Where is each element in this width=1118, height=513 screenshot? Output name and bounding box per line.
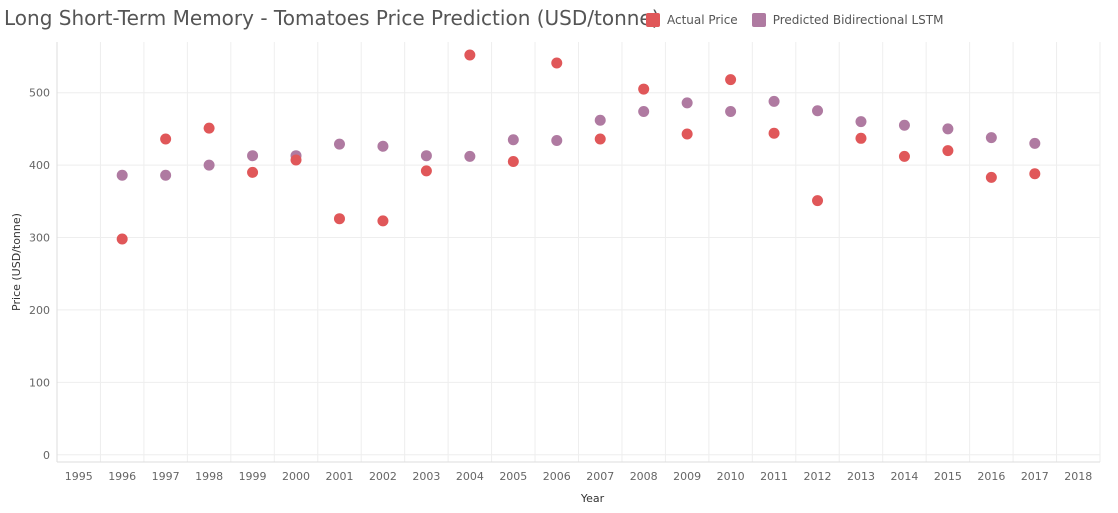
y-tick-label: 500 — [29, 87, 50, 100]
predicted-lstm-point — [160, 169, 172, 181]
actual-price-point — [768, 127, 780, 139]
x-tick-label: 1996 — [108, 470, 136, 483]
x-tick-label: 2018 — [1064, 470, 1092, 483]
legend-label-actual: Actual Price — [667, 13, 738, 27]
predicted-lstm-point — [725, 106, 737, 118]
predicted-lstm-point — [507, 134, 519, 146]
legend-item-predicted[interactable]: Predicted Bidirectional LSTM — [751, 13, 944, 27]
y-tick-label: 0 — [43, 449, 50, 462]
actual-price-point — [942, 145, 954, 157]
predicted-lstm-point — [855, 116, 867, 128]
y-tick-label: 300 — [29, 232, 50, 245]
x-tick-label: 2012 — [804, 470, 832, 483]
actual-price-point — [1029, 168, 1041, 180]
actual-price-point — [638, 83, 650, 95]
x-tick-label: 2011 — [760, 470, 788, 483]
predicted-lstm-point — [681, 97, 693, 109]
x-tick-label: 2005 — [499, 470, 527, 483]
y-tick-label: 200 — [29, 304, 50, 317]
legend-label-predicted: Predicted Bidirectional LSTM — [772, 13, 944, 27]
x-tick-label: 2014 — [890, 470, 918, 483]
x-tick-label: 1998 — [195, 470, 223, 483]
actual-price-point — [160, 133, 172, 145]
actual-price-point — [681, 128, 693, 140]
x-tick-label: 2000 — [282, 470, 310, 483]
y-axis-title: Price (USD/tonne) — [10, 213, 23, 311]
x-axis-title: Year — [580, 492, 605, 505]
x-tick-label: 2009 — [673, 470, 701, 483]
x-tick-label: 2015 — [934, 470, 962, 483]
actual-price-point — [812, 195, 824, 207]
x-tick-label: 1997 — [152, 470, 180, 483]
x-tick-label: 1999 — [239, 470, 267, 483]
actual-price-point — [290, 154, 302, 166]
x-tick-label: 2013 — [847, 470, 875, 483]
actual-price-point — [464, 49, 476, 61]
actual-price-point — [420, 165, 432, 177]
predicted-lstm-point — [247, 150, 259, 162]
x-tick-label: 2001 — [325, 470, 353, 483]
x-tick-label: 2002 — [369, 470, 397, 483]
actual-price-point — [855, 132, 867, 144]
x-tick-label: 2007 — [586, 470, 614, 483]
x-tick-label: 2008 — [630, 470, 658, 483]
actual-price-point — [377, 215, 389, 227]
predicted-lstm-point — [985, 132, 997, 144]
actual-price-point — [116, 233, 128, 245]
predicted-lstm-point — [377, 140, 389, 152]
actual-price-point — [594, 133, 606, 145]
predicted-lstm-point — [333, 138, 345, 150]
x-tick-label: 2010 — [717, 470, 745, 483]
predicted-lstm-point — [464, 150, 476, 162]
x-tick-label: 2017 — [1021, 470, 1049, 483]
predicted-lstm-point — [116, 169, 128, 181]
predicted-lstm-point — [898, 119, 910, 131]
y-tick-label: 100 — [29, 376, 50, 389]
actual-price-point — [898, 150, 910, 162]
x-tick-label: 2016 — [977, 470, 1005, 483]
predicted-lstm-point — [203, 159, 215, 171]
predicted-lstm-point — [551, 134, 563, 146]
predicted-lstm-point — [942, 123, 954, 135]
actual-price-point — [507, 155, 519, 167]
actual-price-point — [551, 57, 563, 69]
predicted-lstm-point — [420, 150, 432, 162]
x-tick-label: 2006 — [543, 470, 571, 483]
actual-price-point — [333, 213, 345, 225]
actual-price-point — [985, 171, 997, 183]
predicted-lstm-point — [594, 114, 606, 126]
chart-title: Long Short-Term Memory - Tomatoes Price … — [4, 6, 660, 30]
x-tick-label: 2003 — [412, 470, 440, 483]
x-tick-label: 1995 — [65, 470, 93, 483]
x-tick-label: 2004 — [456, 470, 484, 483]
legend-swatch-actual — [646, 13, 660, 27]
predicted-lstm-point — [1029, 137, 1041, 149]
predicted-lstm-point — [638, 106, 650, 118]
actual-price-point — [203, 122, 215, 134]
actual-price-point — [725, 74, 737, 86]
legend: Actual Price Predicted Bidirectional LST… — [646, 13, 957, 27]
y-tick-label: 400 — [29, 159, 50, 172]
predicted-lstm-point — [812, 105, 824, 117]
predicted-lstm-point — [768, 95, 780, 107]
legend-swatch-predicted — [751, 13, 766, 27]
legend-item-actual[interactable]: Actual Price — [646, 13, 738, 27]
actual-price-point — [247, 166, 259, 178]
